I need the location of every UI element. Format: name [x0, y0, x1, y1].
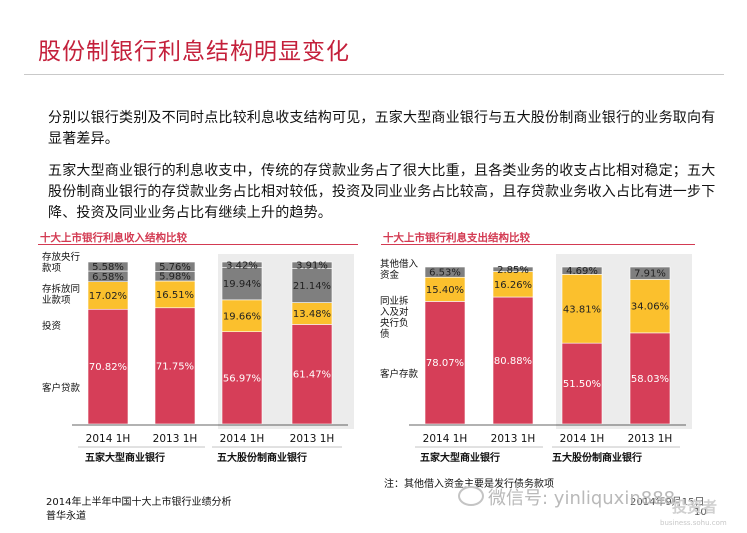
- bar-segment-income: [154, 280, 196, 309]
- group-label-income: 五大股份制商业银行: [217, 451, 307, 464]
- data-label-income: 56.97%: [223, 373, 261, 384]
- group-label-expense: 五家大型商业银行: [420, 451, 500, 464]
- data-label-income: 70.82%: [89, 362, 127, 373]
- income-chart-title: 十大上市银行利息收入结构比较: [40, 232, 187, 244]
- bar-segment-income: [87, 281, 129, 310]
- paragraph-1: 分别以银行类别及不同时点比较利息收支结构可见，五家大型商业银行与五大股份制商业银…: [48, 110, 716, 147]
- group-label-expense: 五大股份制商业银行: [552, 451, 642, 464]
- data-label-income: 5.76%: [159, 262, 191, 273]
- data-label-expense: 16.26%: [494, 280, 532, 291]
- bar-segment-expense: [492, 296, 534, 425]
- data-label-expense: 51.50%: [563, 379, 601, 390]
- data-label-income: 13.48%: [293, 309, 331, 320]
- category-label-income: 2013 1H: [290, 433, 335, 445]
- bar-segment-income: [221, 261, 263, 268]
- paragraph-2: 五家大型商业银行的利息收支中，传统的存贷款业务占了很大比重，且各类业务的收支占比…: [48, 163, 716, 221]
- bar-segment-expense: [424, 301, 466, 425]
- legend-label-interbank-placements: 存拆放同业款项: [42, 284, 81, 306]
- bar-segment-expense: [424, 266, 466, 278]
- bar-segment-expense: [629, 266, 671, 280]
- legend-label-interbank-borrowings: 同业拆入及对央行负债: [380, 296, 409, 340]
- footer-date: 2014年9月15日: [630, 497, 705, 508]
- data-label-expense: 43.81%: [563, 304, 601, 315]
- category-label-income: 2014 1H: [86, 433, 131, 445]
- bar-segment-income: [291, 324, 333, 425]
- category-label-income: 2013 1H: [153, 433, 198, 445]
- data-label-income: 19.94%: [223, 279, 261, 290]
- category-label-expense: 2013 1H: [491, 433, 536, 445]
- data-label-income: 3.91%: [296, 261, 328, 272]
- wechat-watermark: 微信号: yinliquxin888: [458, 484, 675, 510]
- footer-source: 2014年上半年中国十大上市银行业绩分析: [46, 497, 232, 508]
- wechat-icon: [458, 486, 484, 506]
- data-label-income: 16.51%: [156, 290, 194, 301]
- url-watermark: business.sohu.com: [660, 519, 727, 527]
- category-label-income: 2014 1H: [220, 433, 265, 445]
- bar-segment-income: [87, 308, 129, 425]
- legend-label-other-borrowings: 其他借入资金: [380, 259, 419, 281]
- bar-segment-expense: [629, 279, 671, 334]
- data-label-income: 19.66%: [223, 311, 261, 322]
- page-number: 10: [694, 507, 707, 518]
- legend-label-customer-deposits: 客户存款: [380, 369, 419, 380]
- bar-segment-expense: [492, 271, 534, 298]
- data-label-income: 21.14%: [293, 281, 331, 292]
- logo-watermark: 投资者: [672, 498, 718, 516]
- legend-label-investment: 投资: [42, 321, 62, 332]
- group-label-income: 五家大型商业银行: [85, 451, 165, 464]
- slide-title: 股份制银行利息结构明显变化: [38, 39, 350, 65]
- legend-label-central-bank-deposits: 存放央行款项: [42, 252, 81, 274]
- bar-segment-expense: [561, 274, 603, 344]
- bar-segment-income: [291, 268, 333, 303]
- bar-segment-expense: [561, 266, 603, 275]
- data-label-expense: 80.88%: [494, 356, 532, 367]
- data-label-expense: 7.91%: [634, 269, 666, 280]
- data-label-income: 3.42%: [226, 260, 258, 271]
- category-label-expense: 2013 1H: [628, 433, 673, 445]
- bar-segment-expense: [629, 332, 671, 425]
- income-chart-rule: [38, 244, 358, 245]
- data-label-income: 17.02%: [89, 291, 127, 302]
- expense-chart-note: 注：其他借入资金主要是发行债务款项: [384, 479, 554, 490]
- data-label-income: 71.75%: [156, 361, 194, 372]
- legend-label-customer-loans: 客户贷款: [42, 383, 81, 394]
- expense-chart-rule: [381, 244, 695, 245]
- data-label-income: 5.58%: [92, 262, 124, 273]
- data-label-expense: 58.03%: [631, 374, 669, 385]
- data-label-income: 5.98%: [159, 272, 191, 283]
- data-label-expense: 15.40%: [426, 285, 464, 296]
- bar-segment-expense: [561, 342, 603, 425]
- data-label-expense: 34.06%: [631, 302, 669, 313]
- category-label-expense: 2014 1H: [423, 433, 468, 445]
- title-divider: [24, 74, 724, 75]
- footer-firm: 普华永道: [46, 511, 86, 522]
- bar-segment-income: [221, 299, 263, 333]
- bar-segment-income: [154, 261, 196, 272]
- bar-segment-expense: [424, 276, 466, 302]
- bar-segment-income: [87, 261, 129, 272]
- bar-segment-income: [221, 267, 263, 301]
- data-label-expense: 4.69%: [566, 266, 598, 277]
- category-label-expense: 2014 1H: [560, 433, 605, 445]
- bar-segment-expense: [492, 266, 534, 272]
- data-label-expense: 2.85%: [497, 265, 529, 276]
- data-label-expense: 78.07%: [426, 358, 464, 369]
- bar-segment-income: [221, 331, 263, 425]
- data-label-expense: 6.53%: [429, 268, 461, 279]
- data-label-income: 61.47%: [293, 370, 331, 381]
- data-label-income: 6.58%: [92, 272, 124, 283]
- expense-chart-title: 十大上市银行利息支出结构比较: [383, 232, 530, 244]
- bar-segment-income: [291, 261, 333, 269]
